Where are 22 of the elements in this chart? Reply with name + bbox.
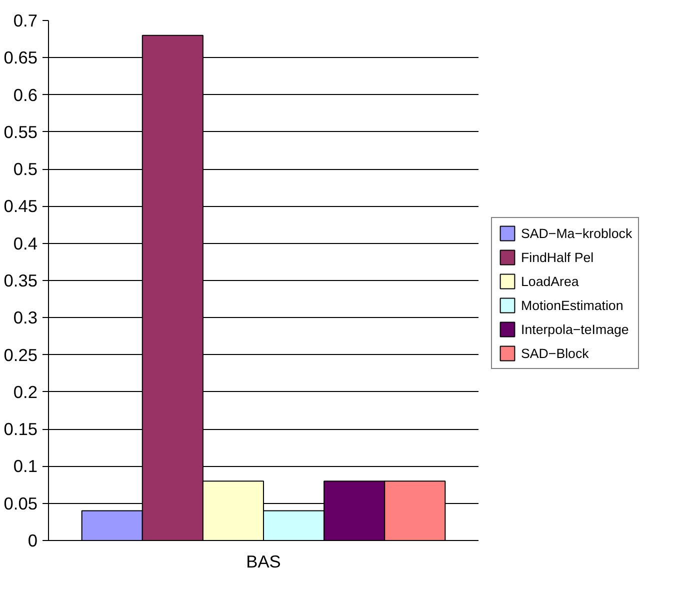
y-tick-label: 0.1 — [13, 456, 38, 476]
x-tick-label: BAS — [246, 552, 281, 572]
y-tick-label: 0.55 — [4, 122, 38, 142]
y-tick-label: 0.4 — [13, 233, 38, 254]
legend-label: SAD−Block — [521, 346, 589, 360]
legend-label: LoadArea — [521, 274, 579, 288]
legend-label: Interpola−teImage — [521, 322, 629, 336]
y-tick-label: 0.05 — [4, 493, 38, 514]
y-tick-label: 0 — [28, 530, 38, 550]
legend-label: FindHalf Pel — [521, 250, 594, 264]
y-tick-label: 0.45 — [4, 196, 38, 216]
y-tick-label: 0.7 — [13, 10, 38, 30]
y-tick-label: 0.6 — [13, 84, 38, 105]
y-tick-label: 0.35 — [4, 270, 38, 290]
legend-label: MotionEstimation — [521, 298, 624, 312]
y-tick-label: 0.3 — [13, 308, 38, 328]
y-tick-label: 0.65 — [4, 48, 38, 68]
legend-label: SAD−Ma−kroblock — [521, 226, 632, 240]
y-tick-label: 0.2 — [13, 382, 38, 402]
y-tick-label: 0.25 — [4, 344, 38, 365]
y-tick-label: 0.15 — [4, 419, 38, 440]
y-tick-label: 0.5 — [13, 159, 38, 180]
